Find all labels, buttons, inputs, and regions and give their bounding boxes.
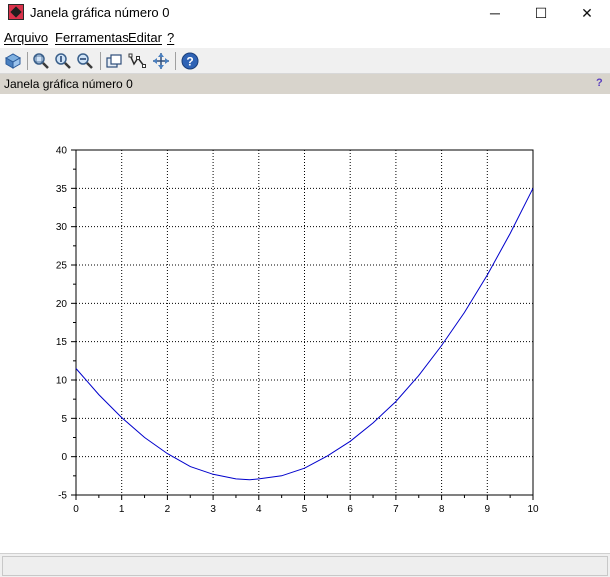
zoom-original-icon[interactable]: [53, 51, 73, 71]
x-tick-label: 2: [165, 504, 171, 515]
y-tick-label: 20: [56, 299, 68, 310]
x-tick-label: 1: [119, 504, 125, 515]
x-tick-label: 6: [347, 504, 353, 515]
figure-info-bar: Janela gráfica número 0 ?: [0, 74, 610, 94]
y-tick-label: 35: [56, 184, 68, 195]
help-icon[interactable]: ?: [180, 51, 200, 71]
x-tick-label: 9: [485, 504, 491, 515]
y-tick-label: 15: [56, 337, 68, 348]
y-tick-label: 30: [56, 222, 68, 233]
menu-editar[interactable]: Editar: [128, 30, 162, 45]
x-tick-label: 10: [527, 504, 539, 515]
menu-help[interactable]: ?: [167, 30, 175, 45]
svg-text:?: ?: [186, 55, 193, 69]
toolbar-separator: [27, 52, 28, 70]
y-tick-label: 5: [61, 414, 67, 425]
status-field: [2, 556, 608, 576]
y-tick-label: -5: [58, 491, 67, 502]
x-tick-label: 0: [73, 504, 79, 515]
status-bar: [0, 553, 610, 577]
toolbar-separator: [175, 52, 176, 70]
new-window-icon[interactable]: [104, 51, 124, 71]
menu-bar: Arquivo Ferramentas Editar ?: [0, 26, 610, 48]
plot-area: 0 1 2 3 4 5 6 7 8 9 10 -5 0 5 10 15 20 25 30 35 40: [56, 146, 539, 516]
window-title: Janela gráfica número 0: [30, 5, 170, 20]
x-tick-label: 4: [256, 504, 262, 515]
x-tick-label: 7: [393, 504, 399, 515]
toolbar-separator: [100, 52, 101, 70]
help-question-icon[interactable]: ?: [596, 77, 603, 89]
datatip-icon[interactable]: [127, 51, 147, 71]
menu-ferramentas[interactable]: Ferramentas: [55, 30, 129, 45]
series-line: [75, 188, 534, 481]
title-bar: Janela gráfica número 0 ─ ☐ ✕: [0, 0, 610, 26]
menu-arquivo[interactable]: Arquivo: [4, 30, 49, 45]
x-tick-label: 8: [439, 504, 445, 515]
x-tick-label: 5: [302, 504, 308, 515]
graphic-canvas[interactable]: 0 1 2 3 4 5 6 7 8 9 10 -5 0 5 10 15 20 25 30 35 40: [0, 94, 610, 552]
y-tick-label: 0: [61, 452, 67, 463]
toolbar: ?: [0, 48, 610, 74]
y-tick-label: 40: [56, 146, 68, 157]
zoom-in-icon[interactable]: [31, 51, 51, 71]
minimize-button[interactable]: ─: [490, 5, 500, 21]
y-tick-label: 10: [56, 376, 68, 387]
scilab-icon: [8, 4, 24, 20]
maximize-button[interactable]: ☐: [534, 4, 548, 21]
x-tick-label: 3: [210, 504, 216, 515]
zoom-out-icon[interactable]: [75, 51, 95, 71]
pan-icon[interactable]: [151, 51, 171, 71]
close-button[interactable]: ✕: [581, 4, 593, 21]
figure-title: Janela gráfica número 0: [4, 77, 133, 91]
y-tick-label: 25: [56, 261, 68, 272]
rotate-icon[interactable]: [3, 51, 23, 71]
